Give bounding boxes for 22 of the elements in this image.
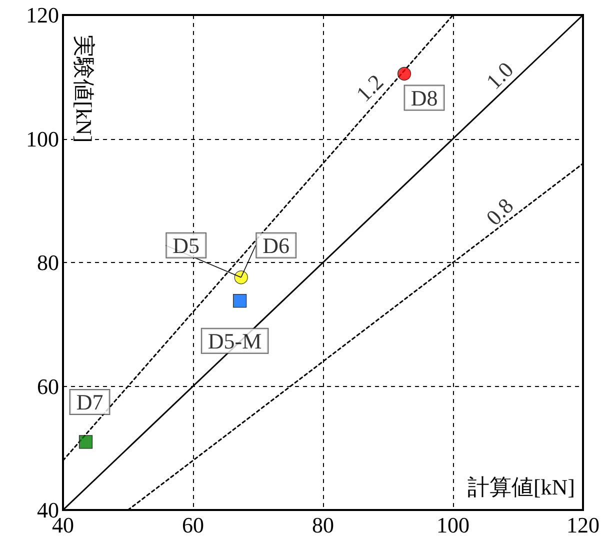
annotation: D7	[76, 389, 104, 414]
point	[234, 270, 248, 284]
y-tick-label: 120	[26, 2, 59, 28]
annotation: D8	[410, 85, 438, 110]
annotation: D6	[262, 232, 290, 258]
point	[233, 294, 247, 308]
y-tick-label: 100	[26, 126, 59, 152]
y-tick-label: 80	[37, 250, 59, 275]
point	[78, 435, 93, 449]
annotation: 1.0	[481, 56, 518, 94]
y-axis-title: 実験値[kN]	[72, 35, 96, 143]
point	[397, 66, 412, 81]
annotation: D5	[172, 232, 200, 258]
annotation: 0.8	[481, 193, 518, 230]
x-tick-label: 120	[566, 512, 600, 538]
annotation: D5-M	[208, 328, 262, 354]
x-tick-label: 80	[312, 512, 334, 538]
annotation: 1.2	[351, 69, 388, 106]
x-axis-title: 計算値[kN]	[467, 474, 576, 500]
x-tick-label: 60	[182, 512, 204, 538]
x-tick-label: 100	[436, 512, 470, 538]
y-tick-label: 60	[37, 374, 59, 399]
